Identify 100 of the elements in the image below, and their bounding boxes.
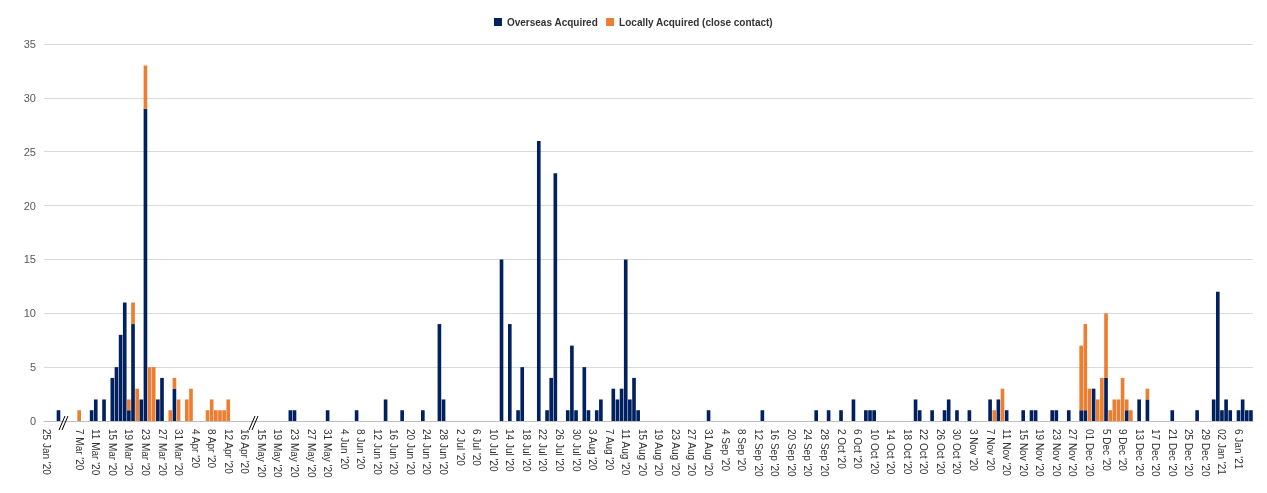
bar [122,302,127,421]
bar [930,410,934,421]
bar [536,140,541,421]
x-tick-label: 8 Jun '20 [355,429,367,470]
x-tick-label: 4 Apr '20 [189,429,201,469]
bar [599,399,603,421]
x-tick-label: 11 Nov '20 [1001,429,1013,477]
x-tick-label: 15 Aug '20 [636,429,648,477]
bar [632,377,636,421]
bar [421,410,425,421]
x-tick-label: 15 May '20 [255,429,267,479]
x-tick-label: 29 Dec '20 [1199,429,1211,477]
bar [209,399,214,421]
bar [168,410,173,421]
bar [839,410,843,421]
legend-label: Overseas Acquired [506,16,598,28]
bar [507,324,512,421]
legend-label: Locally Acquired (close contact) [619,16,773,28]
x-tick-label: 27 Mar '20 [156,429,168,477]
x-tick-label: 19 Nov '20 [1034,429,1046,477]
x-tick-label: 27 Nov '20 [1067,429,1079,477]
bar [1170,410,1175,421]
bar [988,399,992,421]
x-tick-label: 02 Jan '21 [1216,429,1228,476]
x-tick-label: 19 Mar '20 [123,429,135,477]
bar [1050,410,1055,421]
bar [955,410,959,421]
x-tick-label: 18 Oct '20 [901,429,913,475]
x-tick-label: 23 Nov '20 [1050,429,1062,477]
x-tick-label: 15 Nov '20 [1017,429,1029,477]
bar [1066,410,1071,421]
x-tick-label: 28 Jun '20 [438,429,450,476]
x-tick-label: 22 Jul '20 [537,429,549,472]
y-tick-label: 25 [23,145,36,158]
x-tick-label: 6 Jul '20 [471,429,483,467]
x-tick-label: 8 Sep '20 [736,429,748,472]
bar [520,367,525,421]
x-tick-label: 31 May '20 [322,429,334,479]
x-tick-label: 12 Apr '20 [222,429,234,475]
x-tick-label: 23 Aug '20 [669,429,681,477]
bar [1224,399,1228,421]
x-tick-label: 4 Jun '20 [338,429,350,470]
bar [1129,410,1133,421]
bar [1137,399,1141,421]
bar [151,367,156,421]
x-tick-label: 7 Mar '20 [73,429,85,471]
x-tick-label: 2 Jul '20 [454,429,466,467]
bar [872,410,876,421]
bar [93,399,98,421]
x-tick-label: 6 Oct '20 [852,429,864,470]
x-tick-label: 2 Oct '20 [835,429,847,470]
x-tick-label: 24 Sep '20 [802,429,814,477]
x-tick-label: 16 Jun '20 [388,429,400,476]
bar [1021,410,1026,421]
x-tick-label: 10 Oct '20 [868,429,880,475]
bar [1079,410,1083,421]
x-tick-label: 23 May '20 [288,429,300,479]
x-tick-label: 15 Mar '20 [106,429,118,477]
bar [1104,377,1108,421]
x-tick-label: 20 Jun '20 [404,429,416,476]
y-tick-label: 20 [23,199,36,212]
x-tick-label: 16 Apr '20 [239,429,251,475]
x-tick-label: 6 Jan '21 [1233,429,1245,470]
x-tick-label: 23 Mar '20 [139,429,151,477]
x-tick-label: 24 Jun '20 [421,429,433,476]
x-tick-label: 7 Aug '20 [603,429,615,471]
x-tick-label: 30 Jul '20 [570,429,582,472]
x-tick-label: 3 Aug '20 [587,429,599,471]
bar [1112,399,1117,421]
x-tick-label: 27 May '20 [305,429,317,479]
x-tick-label: 5 Dec '20 [1100,429,1112,472]
x-tick-label: 21 Dec '20 [1166,429,1178,477]
y-tick-label: 35 [23,38,36,50]
x-tick-label: 26 Oct '20 [934,429,946,475]
x-tick-label: 19 May '20 [272,429,284,479]
bar [992,410,997,421]
x-tick-label: 11 Aug '20 [620,429,632,476]
x-tick-label: 01 Dec '20 [1083,429,1095,477]
bar [1083,410,1088,421]
x-tick-label: 22 Oct '20 [918,429,930,475]
bar [814,410,819,421]
x-tick-label: 18 Jul '20 [520,429,532,472]
x-tick-label: 17 Dec '20 [1150,429,1162,477]
bar [189,388,193,421]
bar [400,410,404,421]
x-tick-label: 28 Sep '20 [818,429,830,477]
x-tick-label: 10 Jul '20 [487,429,499,472]
bar [131,302,135,325]
bar [623,259,628,421]
x-tick-label: 31 Aug '20 [703,429,715,477]
x-tick-label: 8 Apr '20 [206,429,218,469]
x-tick-label: 16 Sep '20 [769,429,781,477]
bar [226,399,231,421]
bar [102,399,106,421]
y-tick-label: 5 [29,361,36,374]
x-tick-label: 4 Sep '20 [719,429,731,472]
x-tick-label: 27 Aug '20 [686,429,698,477]
bar [77,410,82,421]
x-tick-label: 19 Aug '20 [653,429,665,477]
bar [131,324,135,421]
